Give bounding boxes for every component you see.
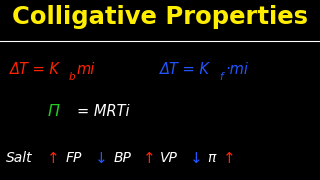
Text: ↑: ↑ [142,151,155,166]
Text: Π: Π [48,104,60,119]
Text: ↓: ↓ [190,151,203,166]
Text: ·mi: ·mi [225,62,248,77]
Text: ΔT = K: ΔT = K [10,62,60,77]
Text: ↓: ↓ [94,151,107,166]
Text: mi: mi [76,62,94,77]
Text: Colligative Properties: Colligative Properties [12,5,308,29]
Text: VP: VP [160,151,178,165]
Text: ↑: ↑ [222,151,235,166]
Text: f: f [219,71,223,82]
Text: ↑: ↑ [46,151,59,166]
Text: BP: BP [114,151,132,165]
Text: Salt: Salt [6,151,33,165]
Text: ΔT = K: ΔT = K [160,62,210,77]
Text: FP: FP [66,151,82,165]
Text: = MRTi: = MRTi [77,104,129,119]
Text: b: b [69,71,76,82]
Text: π: π [207,151,216,165]
